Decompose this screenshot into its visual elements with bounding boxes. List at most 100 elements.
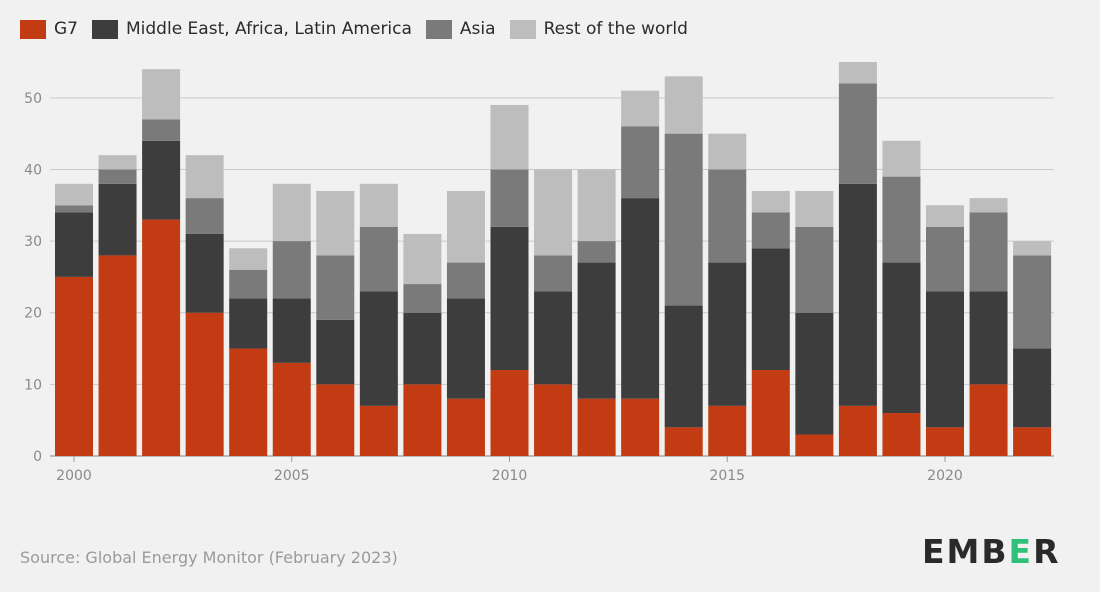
legend-swatch-rest: [509, 19, 536, 39]
logo-letter: B: [981, 532, 1009, 571]
bar-segment-g7: [229, 348, 268, 456]
legend-item-g7[interactable]: G7: [20, 19, 78, 39]
y-tick-label: 50: [24, 91, 42, 107]
bar-segment-asia: [98, 169, 137, 184]
x-axis: 2000 2005 2010 2015 2020: [56, 456, 963, 484]
bar-segment-asia: [664, 133, 703, 306]
bar-segment-asia: [272, 241, 311, 299]
bar-segment-g7: [185, 312, 224, 456]
bars: [55, 62, 1052, 456]
bar-segment-g7: [55, 276, 93, 456]
bar-segment-meala: [229, 298, 268, 349]
logo-letter: E: [922, 532, 947, 571]
bar-segment-asia: [882, 176, 921, 263]
bar-segment-rest: [98, 155, 137, 170]
bar-segment-asia: [795, 226, 834, 313]
bar-segment-asia: [229, 269, 268, 299]
x-tick-label: 2000: [56, 468, 92, 484]
bar-segment-g7: [882, 413, 921, 456]
bar-segment-rest: [55, 183, 93, 206]
bar-segment-rest: [577, 169, 616, 242]
logo-letter: E: [1008, 532, 1034, 571]
y-tick-label: 40: [24, 162, 42, 178]
bar-segment-rest: [142, 69, 181, 120]
bar-segment-asia: [534, 255, 573, 292]
bar-segment-meala: [359, 291, 398, 406]
x-tick-label: 2015: [709, 468, 745, 484]
ember-logo: EMBER: [922, 532, 1061, 571]
bar-segment-meala: [795, 312, 834, 435]
bar-segment-g7: [838, 405, 877, 456]
bar-segment-asia: [969, 212, 1008, 292]
legend-item-meala[interactable]: Middle East, Africa, Latin America: [92, 19, 412, 39]
bar-segment-rest: [795, 190, 834, 227]
bar-segment-rest: [664, 76, 703, 134]
bar-segment-meala: [621, 198, 660, 399]
bar-segment-rest: [185, 155, 224, 199]
bar-segment-g7: [98, 255, 137, 456]
bar-segment-meala: [577, 262, 616, 399]
legend-label-g7: G7: [54, 19, 78, 39]
bar-segment-rest: [359, 183, 398, 227]
x-tick-label: 2010: [492, 468, 528, 484]
legend-label-rest: Rest of the world: [543, 19, 688, 39]
logo-letter: R: [1033, 532, 1061, 571]
bar-segment-g7: [403, 384, 442, 456]
bar-segment-g7: [316, 384, 355, 456]
bar-segment-g7: [534, 384, 573, 456]
bar-segment-meala: [1013, 348, 1052, 428]
bar-segment-asia: [926, 226, 964, 292]
bar-segment-rest: [882, 140, 921, 177]
legend-label-meala: Middle East, Africa, Latin America: [126, 19, 412, 39]
bar-segment-meala: [185, 233, 224, 313]
bar-segment-meala: [98, 183, 137, 256]
bar-segment-meala: [142, 140, 181, 220]
bar-segment-rest: [316, 190, 355, 256]
bar-segment-rest: [490, 104, 529, 170]
bar-segment-meala: [490, 226, 529, 371]
bar-segment-meala: [926, 291, 964, 428]
bar-segment-rest: [969, 198, 1008, 213]
legend-swatch-meala: [92, 19, 118, 39]
bar-segment-asia: [751, 212, 790, 249]
bar-segment-rest: [446, 190, 485, 263]
bar-segment-meala: [534, 291, 573, 385]
bar-segment-asia: [142, 119, 181, 141]
bar-segment-asia: [838, 83, 877, 184]
bar-segment-meala: [708, 262, 747, 406]
bar-segment-asia: [403, 284, 442, 313]
bar-segment-rest: [229, 248, 268, 270]
legend-item-asia[interactable]: Asia: [425, 19, 496, 39]
bar-segment-meala: [838, 183, 877, 406]
bar-segment-asia: [1013, 255, 1052, 349]
bar-segment-meala: [751, 248, 790, 371]
bar-segment-g7: [926, 427, 964, 456]
y-tick-label: 10: [24, 377, 42, 393]
bar-segment-asia: [316, 255, 355, 320]
bar-segment-g7: [708, 405, 747, 456]
bar-segment-g7: [359, 405, 398, 456]
legend-item-rest[interactable]: Rest of the world: [509, 19, 688, 39]
bar-segment-asia: [708, 169, 747, 263]
bar-segment-asia: [577, 241, 616, 263]
bar-segment-g7: [272, 362, 311, 456]
y-tick-label: 0: [33, 449, 42, 465]
source-note: Source: Global Energy Monitor (February …: [20, 548, 398, 567]
bar-segment-g7: [621, 398, 660, 456]
bar-segment-g7: [490, 370, 529, 456]
logo-letter: M: [946, 532, 982, 571]
bar-segment-rest: [838, 62, 877, 84]
bar-segment-meala: [969, 291, 1008, 385]
bar-segment-rest: [1013, 241, 1052, 256]
x-tick-label: 2020: [927, 468, 963, 484]
bar-segment-g7: [969, 384, 1008, 456]
bar-segment-meala: [55, 212, 93, 277]
bar-segment-g7: [664, 427, 703, 456]
bar-segment-g7: [751, 370, 790, 456]
bar-segment-rest: [272, 183, 311, 242]
bar-segment-meala: [882, 262, 921, 414]
bar-segment-rest: [926, 205, 964, 227]
bar-segment-rest: [534, 169, 573, 256]
bar-segment-asia: [359, 226, 398, 292]
y-axis: 0 10 20 30 40 50: [24, 91, 42, 465]
